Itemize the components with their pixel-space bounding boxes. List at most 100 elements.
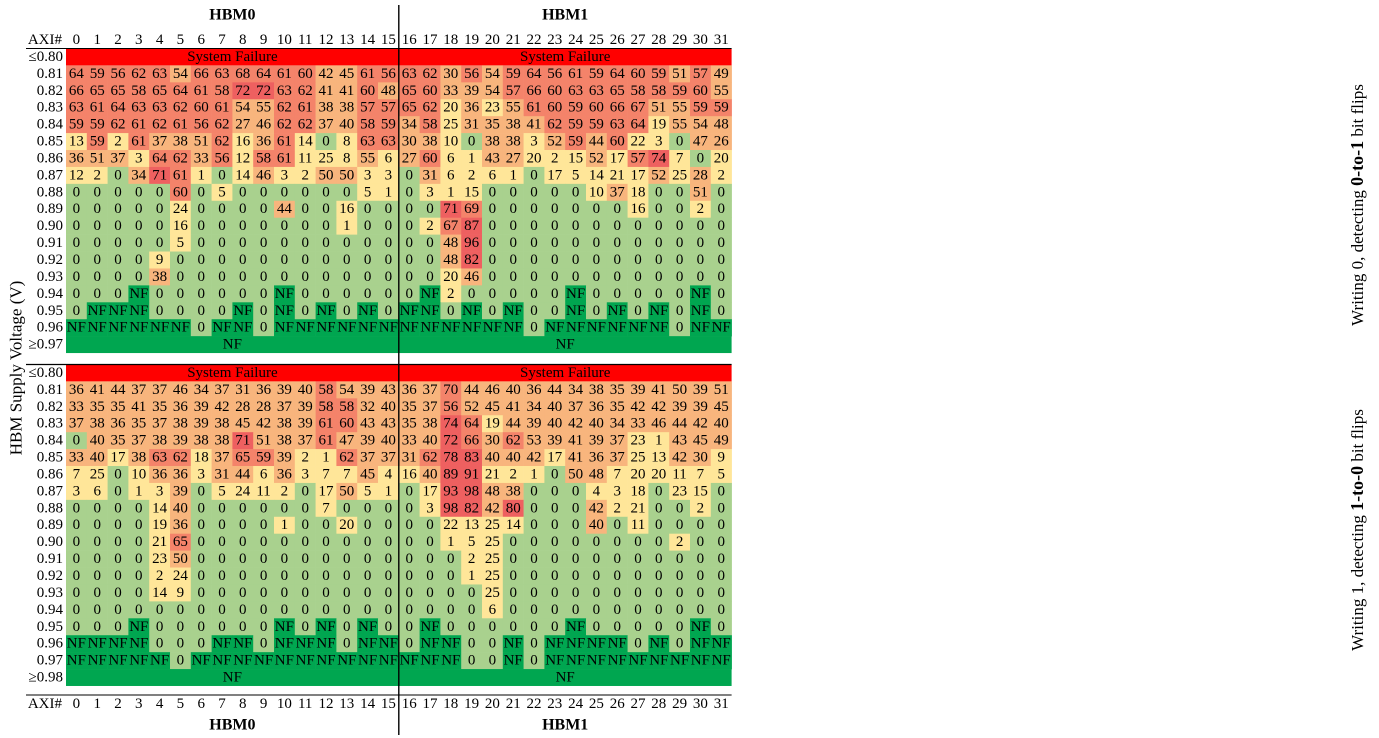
heatmap-cell-p0-v0.82-axi18 (440, 82, 462, 100)
cell-value-p1-v0.86-axi11: 3 (301, 466, 309, 482)
heatmap-cell-p1-v0.86-axi15 (378, 466, 400, 484)
heatmap-cell-p1-v0.84-axi29 (669, 432, 691, 450)
cell-value-p0-v0.87-axi29: 25 (672, 167, 687, 183)
heatmap-cell-p1-v0.90-axi18 (440, 533, 462, 551)
cell-value-p0-v0.81-axi17: 62 (423, 66, 438, 82)
cell-value-p1-v0.96-axi26: NF (608, 636, 627, 652)
heatmap-cell-p1-v0.83-axi2 (107, 415, 129, 433)
cell-value-p1-v0.83-axi6: 39 (194, 416, 209, 432)
heatmap-cell-p0-v0.83-axi27 (627, 99, 649, 117)
heatmap-cell-p1-v0.82-axi6 (190, 398, 212, 416)
heatmap-cell-p1-v0.89-axi4 (149, 516, 171, 534)
heatmap-cell-p0-v0.86-axi20 (482, 150, 504, 168)
heatmap-cell-p1-v0.87-axi18 (440, 482, 462, 501)
cell-value-p1-v0.97-axi30: NF (691, 653, 710, 669)
cell-value-p0-v0.83-axi31: 59 (714, 100, 729, 116)
cell-value-p1-v0.96-axi10: NF (275, 636, 294, 652)
heatmap-cell-p1-v0.94-axi29 (669, 601, 691, 619)
cell-value-p0-v0.88-axi26: 37 (610, 184, 626, 200)
cell-value-p1-v0.90-axi24: 0 (572, 534, 580, 550)
cell-value-p0-v0.81-axi16: 63 (402, 66, 417, 82)
cell-value-p1-v0.83-axi0: 37 (69, 416, 85, 432)
cell-value-p0-v0.90-axi27: 0 (634, 218, 642, 234)
cell-value-p1-v0.83-axi21: 44 (506, 416, 522, 432)
cell-value-p0-v0.95-axi27: 0 (634, 303, 642, 319)
heatmap-cell-p1-v0.94-axi15 (378, 601, 400, 619)
heatmap-cell-p0-v0.87-axi24 (565, 166, 587, 185)
cell-value-p1-v0.91-axi14: 0 (364, 551, 372, 567)
axi-tick-top-23: 23 (547, 32, 562, 48)
heatmap-cell-p1-v0.85-axi7 (211, 449, 233, 467)
cell-value-p1-v0.85-axi27: 25 (631, 450, 646, 466)
heatmap-cell-p1-v0.92-axi12 (315, 567, 337, 585)
axi-tick-top-30: 30 (693, 32, 708, 48)
cell-value-p0-v0.89-axi10: 44 (277, 201, 293, 217)
heatmap-cell-p1-v0.95-axi12 (315, 618, 337, 636)
cell-value-p0-v0.90-axi17: 2 (426, 218, 434, 234)
cell-value-p0-v0.96-axi19: NF (462, 320, 481, 336)
cell-value-p1-v0.85-axi14: 37 (360, 450, 376, 466)
heatmap-cell-p0-v0.84-axi16 (398, 116, 420, 134)
heatmap-cell-p0-v0.93-axi2 (107, 268, 129, 286)
cell-value-p1-v0.87-axi28: 0 (655, 483, 663, 499)
heatmap-cell-p1-v0.92-axi1 (86, 567, 108, 585)
axi-tick-bottom-7: 7 (218, 696, 226, 712)
heatmap-cell-p0-v0.90-axi8 (232, 217, 254, 235)
cell-value-p0-v0.93-axi26: 0 (613, 269, 621, 285)
axi-tick-top-11: 11 (298, 32, 312, 48)
voltage-label-p1-r14: 0.94 (37, 602, 64, 618)
heatmap-cell-p1-v0.86-axi4 (149, 466, 171, 484)
heatmap-cell-p0-v0.84-axi5 (170, 116, 192, 134)
cell-value-p0-v0.92-axi9: 0 (260, 252, 268, 268)
cell-value-p1-v0.85-axi26: 37 (610, 450, 626, 466)
heatmap-cell-p1-v0.86-axi13 (336, 466, 358, 484)
cell-value-p0-v0.92-axi16: 0 (405, 252, 413, 268)
heatmap-cell-p1-v0.89-axi3 (128, 516, 150, 534)
heatmap-cell-p1-v0.94-axi9 (253, 601, 275, 619)
cell-value-p1-v0.96-axi16: 0 (405, 636, 413, 652)
heatmap-cell-p0-v0.94-axi28 (648, 285, 670, 303)
heatmap-cell-p1-v0.95-axi13 (336, 618, 358, 636)
cell-value-p1-v0.82-axi9: 28 (256, 399, 271, 415)
heatmap-cell-p1-v0.93-axi15 (378, 584, 400, 602)
heatmap-cell-p0-v0.87-axi1 (86, 166, 108, 185)
heatmap-cell-p0-v0.83-axi16 (398, 99, 420, 117)
cell-value-p1-v0.92-axi15: 0 (385, 568, 393, 584)
heatmap-cell-p1-v0.86-axi10 (274, 466, 296, 484)
heatmap-cell-p0-v0.96-axi19 (461, 319, 483, 337)
cell-value-p1-v0.81-axi23: 44 (547, 382, 563, 398)
heatmap-cell-p0-v0.86-axi26 (606, 150, 628, 168)
nf-span-label-p1-hbm1: NF (556, 670, 575, 686)
cell-value-p1-v0.87-axi26: 3 (613, 483, 621, 499)
heatmap-cell-p0-v0.82-axi2 (107, 82, 129, 100)
heatmap-cell-p1-v0.86-axi27 (627, 466, 649, 484)
heatmap-cell-p1-v0.88-axi21 (502, 499, 524, 518)
heatmap-cell-p0-v0.89-axi13 (336, 200, 358, 218)
heatmap-cell-p0-v0.82-axi29 (669, 82, 691, 100)
cell-value-p1-v0.94-axi31: 0 (717, 602, 725, 618)
heatmap-cell-p1-v0.85-axi5 (170, 449, 192, 467)
cell-value-p0-v0.87-axi16: 0 (405, 167, 413, 183)
right-label-writing-1-part-0: Writing 1, detecting (1348, 511, 1367, 651)
heatmap-cell-p0-v0.90-axi13 (336, 217, 358, 235)
heatmap-cell-p0-v0.96-axi26 (606, 319, 628, 337)
cell-value-p0-v0.82-axi17: 60 (423, 83, 438, 99)
heatmap-cell-p0-v0.94-axi7 (211, 285, 233, 303)
heatmap-cell-p0-v0.94-axi21 (502, 285, 524, 303)
heatmap-cells (66, 48, 732, 686)
heatmap-cell-p0-v0.96-axi24 (565, 319, 587, 337)
heatmap-cell-p1-v0.93-axi7 (211, 584, 233, 602)
cell-value-p0-v0.90-axi24: 0 (572, 218, 580, 234)
cell-value-p0-v0.89-axi22: 0 (530, 201, 538, 217)
heatmap-cell-p1-v0.94-axi20 (482, 601, 504, 619)
cell-value-p1-v0.91-axi29: 0 (676, 551, 684, 567)
heatmap-cell-p1-v0.85-axi13 (336, 449, 358, 467)
heatmap-cell-p0-v0.83-axi9 (253, 99, 275, 117)
heatmap-cell-p0-v0.90-axi27 (627, 217, 649, 235)
cell-value-p1-v0.81-axi15: 43 (381, 382, 396, 398)
cell-value-p1-v0.87-axi22: 0 (530, 483, 538, 499)
cell-value-p1-v0.81-axi5: 46 (173, 382, 189, 398)
cell-value-p1-v0.91-axi27: 0 (634, 551, 642, 567)
heatmap-cell-p1-v0.86-axi29 (669, 466, 691, 484)
heatmap-cell-p1-v0.88-axi31 (710, 499, 732, 518)
